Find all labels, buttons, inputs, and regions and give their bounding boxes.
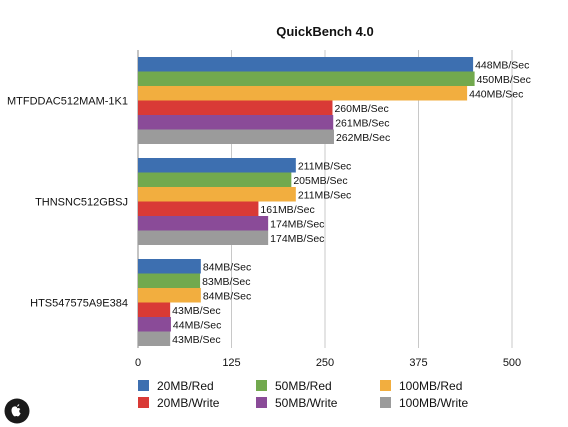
- legend-entry: 20MB/Red: [157, 379, 214, 393]
- category-label: HTS547575A9E384: [30, 298, 128, 310]
- bar: [138, 331, 171, 346]
- category-label: MTFDDAC512MAM-1K1: [7, 96, 128, 108]
- bar: [138, 187, 296, 202]
- legend-swatch: [138, 380, 149, 391]
- category-label: THNSNC512GBSJ: [35, 197, 128, 209]
- bar: [138, 317, 171, 332]
- bar: [138, 302, 171, 317]
- bar: [138, 230, 269, 245]
- legend-entry: 50MB/Red: [275, 379, 332, 393]
- data-label: 161MB/Sec: [260, 204, 314, 216]
- legend: 20MB/Red 50MB/Red 100MB/Red 20MB/Write 50MB/…: [138, 379, 468, 410]
- legend-swatch: [256, 380, 267, 391]
- legend-entry: 100MB/Write: [399, 396, 468, 410]
- data-label: 174MB/Sec: [270, 218, 324, 230]
- legend-entry: 50MB/Write: [275, 396, 338, 410]
- data-label: 262MB/Sec: [336, 132, 390, 144]
- x-tick-label: 125: [222, 357, 240, 369]
- data-label: 205MB/Sec: [293, 175, 347, 187]
- data-label: 448MB/Sec: [475, 59, 529, 71]
- bar: [138, 172, 292, 187]
- bar: [138, 129, 334, 144]
- data-label: 440MB/Sec: [469, 88, 523, 100]
- bar: [138, 57, 474, 72]
- legend-entry: 100MB/Red: [399, 379, 462, 393]
- x-tick-label: 375: [409, 357, 427, 369]
- data-label: 260MB/Sec: [334, 103, 388, 115]
- bar: [138, 201, 259, 216]
- bar: [138, 115, 334, 130]
- bar: [138, 71, 475, 86]
- x-tick-label: 500: [503, 357, 521, 369]
- legend-entry: 20MB/Write: [157, 396, 220, 410]
- x-tick-label: 250: [316, 357, 334, 369]
- apple-logo-icon: [4, 398, 30, 424]
- bar: [138, 259, 201, 274]
- x-tick-label: 0: [135, 357, 141, 369]
- bar: [138, 86, 468, 101]
- bar: [138, 100, 333, 115]
- data-label: 83MB/Sec: [202, 276, 250, 288]
- bar: [138, 158, 296, 173]
- bar: [138, 216, 269, 231]
- data-label: 44MB/Sec: [173, 319, 221, 331]
- bar: [138, 288, 201, 303]
- data-label: 174MB/Sec: [270, 233, 324, 245]
- chart-title: QuickBench 4.0: [276, 24, 374, 39]
- data-label: 211MB/Sec: [298, 189, 352, 201]
- data-label: 43MB/Sec: [172, 305, 220, 317]
- legend-swatch: [380, 397, 391, 408]
- bar: [138, 273, 201, 288]
- data-label: 84MB/Sec: [203, 261, 251, 273]
- legend-swatch: [138, 397, 149, 408]
- data-label: 43MB/Sec: [172, 334, 220, 346]
- bars-group: 448MB/Sec 450MB/Sec 440MB/Sec 260MB/Sec 261M…: [138, 57, 531, 346]
- legend-swatch: [380, 380, 391, 391]
- x-axis-ticks: 0 125 250 375 500: [135, 357, 521, 369]
- legend-swatch: [256, 397, 267, 408]
- data-label: 450MB/Sec: [477, 74, 531, 86]
- data-label: 211MB/Sec: [298, 160, 352, 172]
- data-label: 84MB/Sec: [203, 290, 251, 302]
- category-labels: MTFDDAC512MAM-1K1 THNSNC512GBSJ HTS547575A…: [7, 96, 128, 310]
- data-label: 261MB/Sec: [335, 117, 389, 129]
